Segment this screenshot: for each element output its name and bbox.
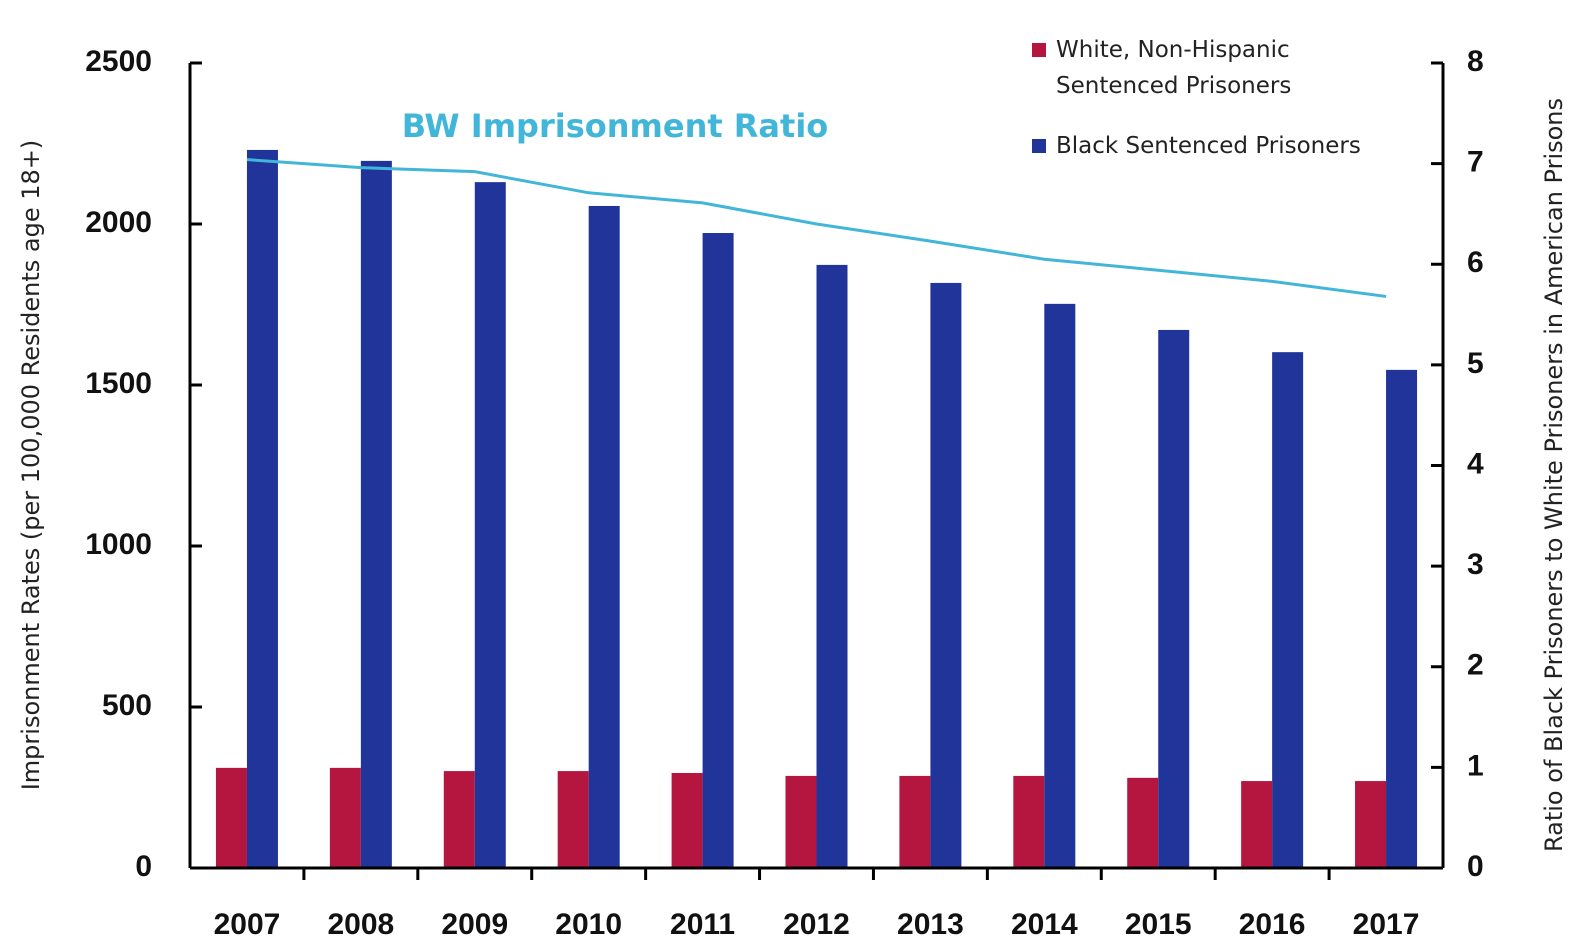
- legend-label: White, Non-Hispanic Sentenced Prisoners: [1056, 37, 1292, 99]
- y2-tick-label: 6: [1467, 246, 1484, 279]
- y2-tick-label: 2: [1467, 649, 1484, 682]
- bar: [671, 773, 703, 868]
- x-tick-label: 2015: [1125, 908, 1192, 941]
- x-tick-label: 2010: [555, 908, 622, 941]
- bar: [360, 160, 392, 868]
- bar: [215, 767, 247, 868]
- bar: [557, 771, 589, 868]
- bar: [1386, 369, 1418, 868]
- y2-tick-label: 3: [1467, 548, 1484, 581]
- bar: [329, 767, 361, 868]
- x-tick-label: 2007: [214, 908, 281, 941]
- legend-item: White, Non-Hispanic Sentenced Prisoners: [1032, 32, 1322, 104]
- legend-label: Black Sentenced Prisoners: [1056, 133, 1361, 159]
- bar: [1013, 775, 1045, 868]
- bar: [816, 264, 848, 868]
- bar: [1044, 303, 1076, 869]
- bar: [1127, 777, 1159, 868]
- y-tick-label: 1500: [85, 367, 152, 400]
- y2-tick-label: 7: [1467, 146, 1484, 179]
- legend-item: Black Sentenced Prisoners: [1032, 128, 1412, 164]
- x-tick-label: 2014: [1011, 908, 1078, 941]
- x-tick-label: 2009: [441, 908, 508, 941]
- bar: [1355, 781, 1387, 868]
- y-tick-label: 2500: [85, 45, 152, 78]
- bar: [1158, 329, 1190, 868]
- ratio-line: [246, 158, 1387, 298]
- legend-swatch: [1032, 139, 1046, 153]
- x-tick-label: 2008: [327, 908, 394, 941]
- bar: [246, 149, 278, 868]
- y-tick-label: 1000: [85, 528, 152, 561]
- bar: [930, 282, 962, 868]
- bar: [702, 233, 734, 869]
- bar: [785, 775, 817, 868]
- x-tick-label: 2017: [1353, 908, 1420, 941]
- y-tick-label: 2000: [85, 206, 152, 239]
- bar: [1241, 781, 1273, 868]
- x-tick-label: 2011: [670, 908, 735, 941]
- y2-tick-label: 4: [1467, 447, 1484, 480]
- y-tick-label: 500: [102, 689, 152, 722]
- y2-tick-label: 1: [1467, 749, 1484, 782]
- x-tick-label: 2013: [897, 908, 964, 941]
- y-axis-title: Imprisonment Rates (per 100,000 Resident…: [17, 140, 45, 791]
- x-tick-label: 2012: [783, 908, 850, 941]
- legend-swatch: [1032, 43, 1046, 57]
- y2-tick-label: 0: [1467, 850, 1484, 883]
- x-tick-label: 2016: [1239, 908, 1306, 941]
- bar: [1272, 352, 1304, 868]
- bar: [899, 775, 931, 868]
- y2-tick-label: 5: [1467, 347, 1484, 380]
- bar: [588, 205, 620, 868]
- y2-tick-label: 8: [1467, 45, 1484, 78]
- line-annotation: BW Imprisonment Ratio: [402, 107, 829, 145]
- y2-axis-title: Ratio of Black Prisoners to White Prison…: [1540, 98, 1568, 852]
- bar: [443, 771, 475, 868]
- bar: [474, 182, 506, 868]
- y-tick-label: 0: [135, 850, 152, 883]
